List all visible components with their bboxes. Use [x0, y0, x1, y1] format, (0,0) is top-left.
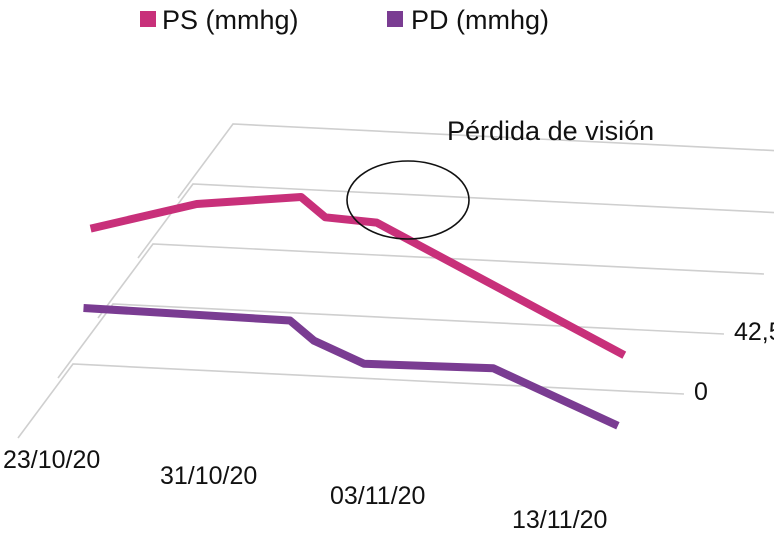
gridline [17, 363, 685, 439]
ps-series-line [89, 193, 627, 359]
legend-label-pd: PD (mmhg) [411, 5, 549, 35]
annotation-circle [346, 160, 470, 240]
annotation-label: Pérdida de visión [447, 116, 654, 146]
x-axis-ticks: 23/10/20 31/10/20 03/11/20 13/11/20 [3, 446, 607, 534]
y-axis-ticks: 042,585127,5170 [694, 318, 774, 406]
legend-swatch-ps [140, 11, 156, 27]
legend-swatch-pd [387, 11, 403, 27]
x-tick-label: 31/10/20 [160, 462, 257, 490]
gridline [137, 183, 774, 259]
x-tick-label: 03/11/20 [330, 482, 425, 510]
legend-label-ps: PS (mmhg) [162, 5, 299, 35]
legend: PS (mmhg) PD (mmhg) [140, 5, 549, 35]
gridlines [17, 123, 774, 439]
series-lines [83, 193, 627, 430]
gridline [97, 243, 765, 319]
x-tick-label: 23/10/20 [3, 446, 100, 474]
gridline [57, 303, 725, 379]
gridline [177, 123, 774, 199]
y-tick-label: 42,5 [734, 318, 774, 346]
pd-series-line [83, 304, 620, 430]
vision-loss-annotation: Pérdida de visión [346, 116, 654, 240]
x-tick-label: 13/11/20 [512, 506, 607, 534]
y-tick-label: 0 [694, 378, 708, 406]
